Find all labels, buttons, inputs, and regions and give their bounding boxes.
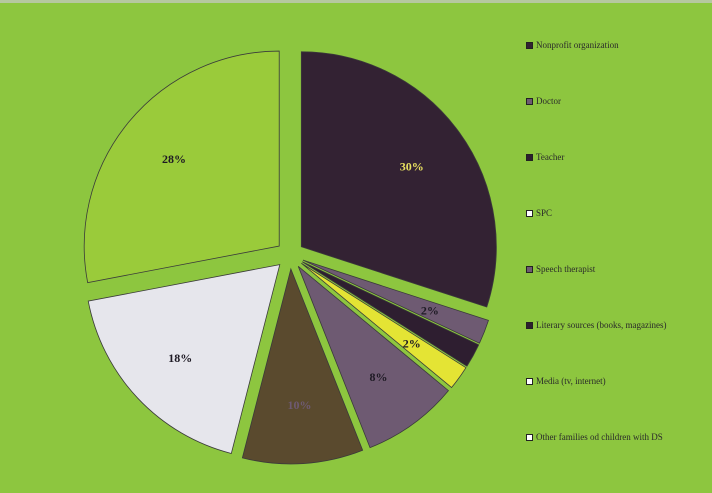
legend-label: Doctor <box>536 96 561 106</box>
legend-swatch <box>526 41 533 49</box>
legend-label: Other families od children with DS <box>536 432 663 442</box>
legend-swatch <box>526 321 533 329</box>
legend-item-nonprofit-organization: Nonprofit organization <box>526 40 619 50</box>
slice-label-spc: 2% <box>403 336 421 350</box>
pie-slice-other-families-od-children-with-ds <box>83 50 280 284</box>
legend-swatch <box>526 433 533 441</box>
legend-label: SPC <box>536 208 553 218</box>
legend-item-doctor: Doctor <box>526 96 561 106</box>
pie-slice-media-tv-internet <box>87 264 281 454</box>
slice-label-nonprofit-organization: 30% <box>400 160 424 174</box>
slice-label-media-tv-internet: 18% <box>168 351 192 365</box>
legend-item-other-families-od-children-with-ds: Other families od children with DS <box>526 432 663 442</box>
legend-item-speech-therapist: Speech therapist <box>526 264 595 274</box>
legend-swatch <box>526 97 533 105</box>
legend-swatch <box>526 377 533 385</box>
pie-slice-spc <box>301 262 467 389</box>
legend-swatch <box>526 153 533 161</box>
pie-slice-doctor <box>302 259 489 344</box>
slice-label-speech-therapist: 8% <box>369 370 387 384</box>
legend-item-teacher: Teacher <box>526 152 564 162</box>
legend-item-media-tv-internet: Media (tv, internet) <box>526 376 606 386</box>
legend-label: Media (tv, internet) <box>536 376 606 386</box>
legend-label: Literary sources (books, magazines) <box>536 320 667 330</box>
slice-label-literary-sources-books-magazines: 10% <box>287 398 311 412</box>
slice-label-other-families-od-children-with-ds: 28% <box>162 152 186 166</box>
legend-label: Speech therapist <box>536 264 596 274</box>
legend-item-spc: SPC <box>526 208 552 218</box>
legend-label: Nonprofit organization <box>536 40 619 50</box>
pie-slice-teacher <box>302 261 480 367</box>
legend-item-literary-sources-books-magazines: Literary sources (books, magazines) <box>526 320 666 330</box>
legend-swatch <box>526 209 533 217</box>
pie-slice-speech-therapist <box>297 266 450 449</box>
pie-slice-literary-sources-books-magazines <box>241 267 364 465</box>
legend-swatch <box>526 265 533 273</box>
pie-slice-nonprofit-organization <box>300 51 497 308</box>
legend-label: Teacher <box>536 152 565 162</box>
slice-label-doctor: 2% <box>421 303 439 317</box>
